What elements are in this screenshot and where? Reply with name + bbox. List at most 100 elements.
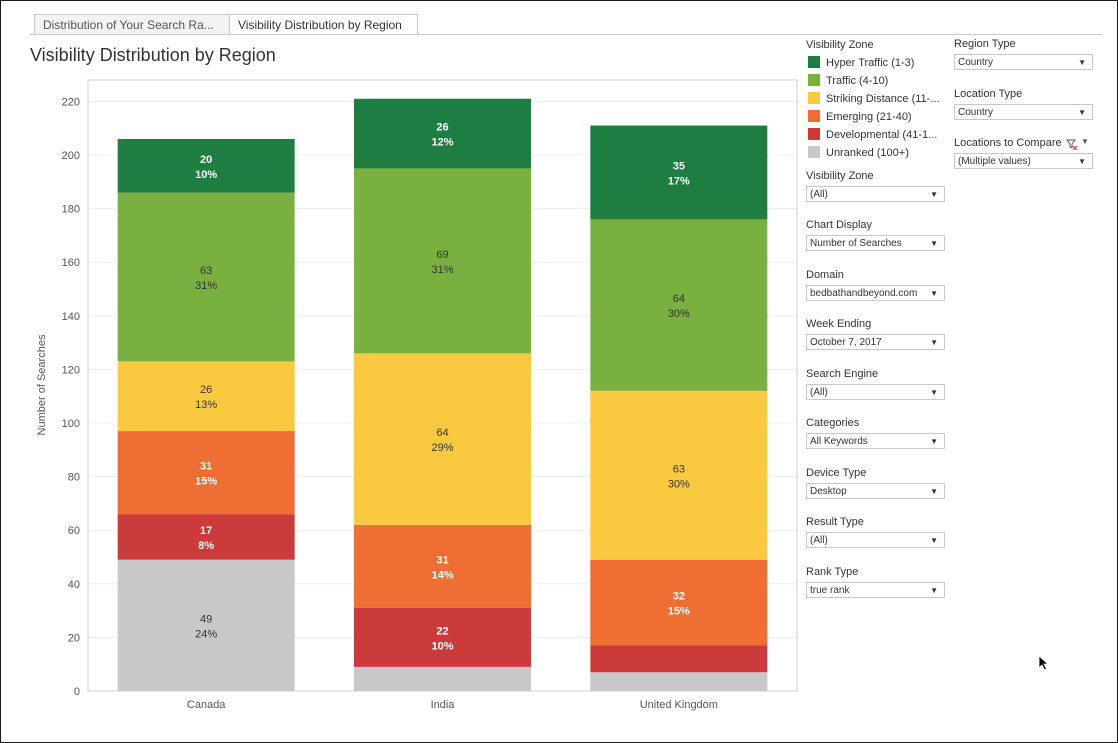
y-tick-label: 200 xyxy=(62,150,80,162)
filter-rank-type-label: Rank Type xyxy=(806,566,859,578)
legend-swatch xyxy=(808,56,820,68)
data-label-value: 22 xyxy=(436,625,448,637)
data-label-value: 26 xyxy=(436,122,448,134)
filter-result-type-label: Result Type xyxy=(806,516,864,528)
bar-segment xyxy=(590,390,768,560)
filter-region-type-label: Region Type xyxy=(954,38,1016,50)
y-tick-label: 220 xyxy=(62,96,80,108)
data-label-percent: 24% xyxy=(195,628,217,640)
filter-device-type-label: Device Type xyxy=(806,467,867,479)
legend-item[interactable]: Striking Distance (11-... xyxy=(808,92,946,106)
legend-swatch xyxy=(808,128,820,140)
chevron-down-icon: ▼ xyxy=(930,388,938,397)
filter-domain-dropdown[interactable]: bedbathandbeyond.com ▼ xyxy=(806,285,945,301)
legend-label: Unranked (100+) xyxy=(826,147,909,159)
legend-item[interactable]: Unranked (100+) xyxy=(808,146,946,160)
data-label-value: 63 xyxy=(200,265,212,277)
data-label-percent: 15% xyxy=(668,606,690,618)
filter-region-type-value: Country xyxy=(958,57,994,68)
legend-swatch xyxy=(808,110,820,122)
data-label-value: 49 xyxy=(200,613,212,625)
y-tick-label: 0 xyxy=(74,686,80,698)
data-label-percent: 29% xyxy=(431,442,453,454)
filter-week-ending-dropdown[interactable]: October 7, 2017 ▼ xyxy=(806,334,945,350)
legend-item[interactable]: Traffic (4-10) xyxy=(808,74,946,88)
chevron-down-icon: ▼ xyxy=(930,437,938,446)
filter-week-ending-label: Week Ending xyxy=(806,318,872,330)
data-label-percent: 13% xyxy=(195,399,217,411)
mouse-pointer-icon xyxy=(1038,655,1050,671)
filter-device-type-value: Desktop xyxy=(810,486,847,497)
filter-categories-dropdown[interactable]: All Keywords ▼ xyxy=(806,433,945,449)
chevron-down-icon: ▼ xyxy=(930,536,938,545)
bar-segment xyxy=(354,524,531,608)
chevron-down-icon: ▼ xyxy=(930,586,938,595)
bar-segment xyxy=(590,559,768,646)
filter-visibility-zone-dropdown[interactable]: (All) ▼ xyxy=(806,186,945,202)
x-tick-label: United Kingdom xyxy=(640,699,718,711)
data-label-percent: 30% xyxy=(668,308,690,320)
filter-search-engine-dropdown[interactable]: (All) ▼ xyxy=(806,384,945,400)
filter-rank-type-dropdown[interactable]: true rank ▼ xyxy=(806,582,945,598)
tab-divider xyxy=(30,34,1102,35)
data-label-value: 32 xyxy=(673,591,685,603)
legend-label: Hyper Traffic (1-3) xyxy=(826,57,915,69)
y-tick-label: 100 xyxy=(62,418,80,430)
filter-rank-type-value: true rank xyxy=(810,585,850,596)
data-label-value: 31 xyxy=(200,461,212,473)
data-label-value: 69 xyxy=(436,249,448,261)
y-tick-label: 160 xyxy=(62,257,80,269)
filter-locations-compare-label: Locations to Compare xyxy=(954,137,1062,149)
filter-categories-value: All Keywords xyxy=(810,436,868,447)
legend-item[interactable]: Developmental (41-1... xyxy=(808,128,946,142)
legend-swatch xyxy=(808,92,820,104)
bar-segment xyxy=(117,431,295,515)
filter-menu-icon[interactable]: ▼ xyxy=(1081,137,1089,146)
data-label-value: 31 xyxy=(436,554,448,566)
y-tick-label: 20 xyxy=(68,632,80,644)
data-label-percent: 8% xyxy=(198,540,214,552)
filter-device-type-dropdown[interactable]: Desktop ▼ xyxy=(806,483,945,499)
y-tick-label: 120 xyxy=(62,364,80,376)
filter-chart-display-label: Chart Display xyxy=(806,219,873,231)
filter-result-type-value: (All) xyxy=(810,535,828,546)
filter-region-type-dropdown[interactable]: Country ▼ xyxy=(954,54,1093,70)
chevron-down-icon: ▼ xyxy=(930,487,938,496)
y-tick-label: 80 xyxy=(68,472,80,484)
filter-location-type-label: Location Type xyxy=(954,88,1023,100)
filter-visibility-zone-value: (All) xyxy=(810,189,828,200)
data-label-value: 17 xyxy=(200,525,212,537)
bar-segment xyxy=(354,666,531,691)
filter-locations-compare-dropdown[interactable]: (Multiple values) ▼ xyxy=(954,153,1093,169)
bar-segment xyxy=(354,607,531,667)
bar-segment xyxy=(117,514,295,560)
data-label-percent: 14% xyxy=(431,569,453,581)
legend-swatch xyxy=(808,146,820,158)
clear-filter-icon[interactable] xyxy=(1066,138,1078,150)
bar-segment xyxy=(590,672,768,691)
data-label-value: 20 xyxy=(200,154,212,166)
bar-segment xyxy=(117,192,295,362)
legend-item[interactable]: Hyper Traffic (1-3) xyxy=(808,56,946,70)
legend-swatch xyxy=(808,74,820,86)
data-label-value: 64 xyxy=(436,427,448,439)
data-label-percent: 31% xyxy=(431,264,453,276)
filter-search-engine-label: Search Engine xyxy=(806,368,879,380)
bar-segment xyxy=(117,559,295,691)
data-label-percent: 30% xyxy=(668,478,690,490)
bar-segment xyxy=(117,138,295,193)
chevron-down-icon: ▼ xyxy=(930,338,938,347)
filter-result-type-dropdown[interactable]: (All) ▼ xyxy=(806,532,945,548)
chevron-down-icon: ▼ xyxy=(1078,157,1086,166)
chevron-down-icon: ▼ xyxy=(930,190,938,199)
data-label-value: 63 xyxy=(673,463,685,475)
data-label-percent: 15% xyxy=(195,476,217,488)
filter-location-type-dropdown[interactable]: Country ▼ xyxy=(954,104,1093,120)
tab-visibility-distribution-region[interactable]: Visibility Distribution by Region xyxy=(229,14,418,35)
legend-label: Emerging (21-40) xyxy=(826,111,912,123)
legend-item[interactable]: Emerging (21-40) xyxy=(808,110,946,124)
filter-search-engine-value: (All) xyxy=(810,387,828,398)
tab-distribution-search-rank[interactable]: Distribution of Your Search Ra... xyxy=(34,14,230,34)
x-tick-label: India xyxy=(431,699,456,711)
filter-chart-display-dropdown[interactable]: Number of Searches ▼ xyxy=(806,235,945,251)
